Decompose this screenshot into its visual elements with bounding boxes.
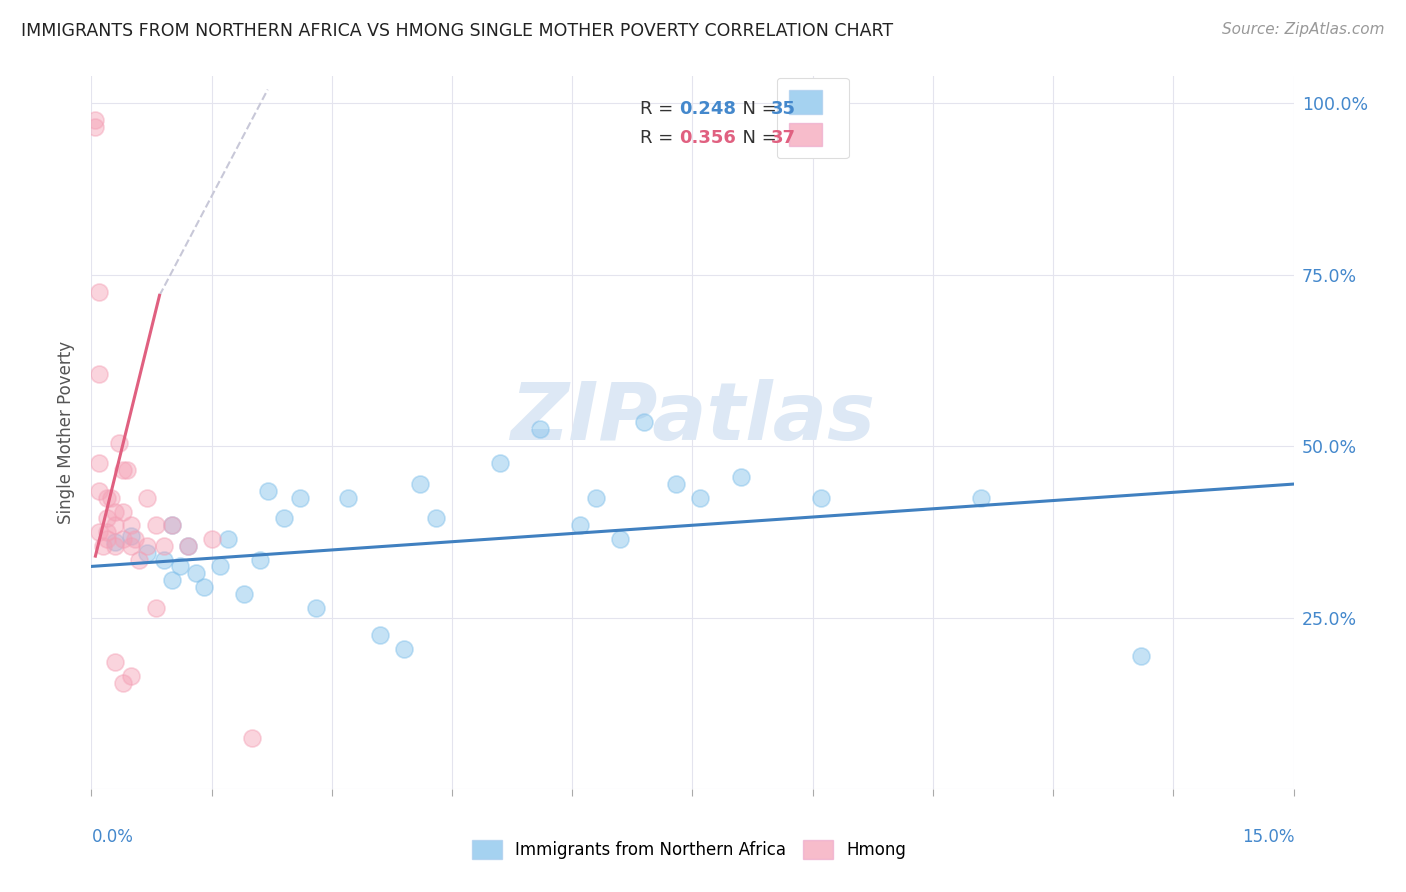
Y-axis label: Single Mother Poverty: Single Mother Poverty bbox=[58, 341, 76, 524]
Point bbox=[96, 491, 118, 505]
Point bbox=[145, 518, 167, 533]
Point bbox=[89, 483, 111, 498]
Point bbox=[89, 457, 111, 471]
Point bbox=[89, 285, 111, 299]
Point bbox=[201, 532, 224, 546]
Point bbox=[409, 477, 432, 491]
Text: R =: R = bbox=[640, 129, 679, 147]
Point bbox=[288, 491, 311, 505]
Text: R =: R = bbox=[640, 100, 679, 118]
Point bbox=[489, 457, 512, 471]
Point bbox=[336, 491, 359, 505]
Point bbox=[665, 477, 688, 491]
Point bbox=[193, 580, 215, 594]
Point bbox=[121, 528, 143, 542]
Point bbox=[256, 483, 278, 498]
Point bbox=[100, 491, 122, 505]
Text: 15.0%: 15.0% bbox=[1243, 828, 1295, 846]
Point bbox=[84, 120, 107, 135]
Point bbox=[121, 539, 143, 553]
Point bbox=[240, 731, 263, 745]
Text: N =: N = bbox=[731, 129, 783, 147]
Point bbox=[117, 463, 139, 477]
Point bbox=[208, 559, 231, 574]
Point bbox=[160, 573, 183, 587]
Text: ZIPatlas: ZIPatlas bbox=[510, 379, 875, 458]
Point bbox=[585, 491, 607, 505]
Point bbox=[136, 539, 159, 553]
Point bbox=[96, 525, 118, 540]
Point bbox=[124, 532, 146, 546]
Point bbox=[232, 587, 254, 601]
Point bbox=[89, 368, 111, 382]
Point bbox=[93, 539, 115, 553]
Point bbox=[689, 491, 711, 505]
Point bbox=[810, 491, 832, 505]
Point bbox=[176, 539, 198, 553]
Point bbox=[128, 552, 150, 566]
Point bbox=[633, 415, 655, 429]
Point bbox=[84, 113, 107, 128]
Point bbox=[104, 535, 127, 549]
Point bbox=[160, 518, 183, 533]
Point bbox=[730, 470, 752, 484]
Text: 0.248: 0.248 bbox=[679, 100, 737, 118]
Point bbox=[136, 491, 159, 505]
Point bbox=[160, 518, 183, 533]
Point bbox=[217, 532, 239, 546]
Text: 37: 37 bbox=[770, 129, 796, 147]
Point bbox=[136, 546, 159, 560]
Point bbox=[89, 525, 111, 540]
Text: N =: N = bbox=[731, 100, 783, 118]
Point bbox=[970, 491, 993, 505]
Point bbox=[529, 422, 551, 436]
Text: 35: 35 bbox=[770, 100, 796, 118]
Text: 0.356: 0.356 bbox=[679, 129, 735, 147]
Point bbox=[425, 511, 447, 525]
Point bbox=[112, 463, 135, 477]
Point bbox=[104, 539, 127, 553]
Point bbox=[249, 552, 271, 566]
Point bbox=[96, 532, 118, 546]
Point bbox=[112, 676, 135, 690]
Point bbox=[1130, 648, 1153, 663]
Point bbox=[104, 518, 127, 533]
Point bbox=[121, 669, 143, 683]
Point bbox=[108, 436, 131, 450]
Text: 0.0%: 0.0% bbox=[91, 828, 134, 846]
Point bbox=[104, 504, 127, 518]
Point bbox=[368, 628, 391, 642]
Point bbox=[112, 532, 135, 546]
Point bbox=[152, 539, 174, 553]
Point bbox=[145, 600, 167, 615]
Point bbox=[176, 539, 198, 553]
Point bbox=[609, 532, 631, 546]
Point bbox=[152, 552, 174, 566]
Text: Source: ZipAtlas.com: Source: ZipAtlas.com bbox=[1222, 22, 1385, 37]
Point bbox=[104, 656, 127, 670]
Point bbox=[112, 504, 135, 518]
Point bbox=[392, 641, 415, 656]
Point bbox=[184, 566, 207, 581]
Point bbox=[169, 559, 191, 574]
Point bbox=[121, 518, 143, 533]
Point bbox=[569, 518, 592, 533]
Point bbox=[305, 600, 328, 615]
Point bbox=[273, 511, 295, 525]
Text: IMMIGRANTS FROM NORTHERN AFRICA VS HMONG SINGLE MOTHER POVERTY CORRELATION CHART: IMMIGRANTS FROM NORTHERN AFRICA VS HMONG… bbox=[21, 22, 893, 40]
Legend: Immigrants from Northern Africa, Hmong: Immigrants from Northern Africa, Hmong bbox=[464, 831, 914, 868]
Legend: , : , bbox=[776, 78, 849, 159]
Point bbox=[96, 511, 118, 525]
